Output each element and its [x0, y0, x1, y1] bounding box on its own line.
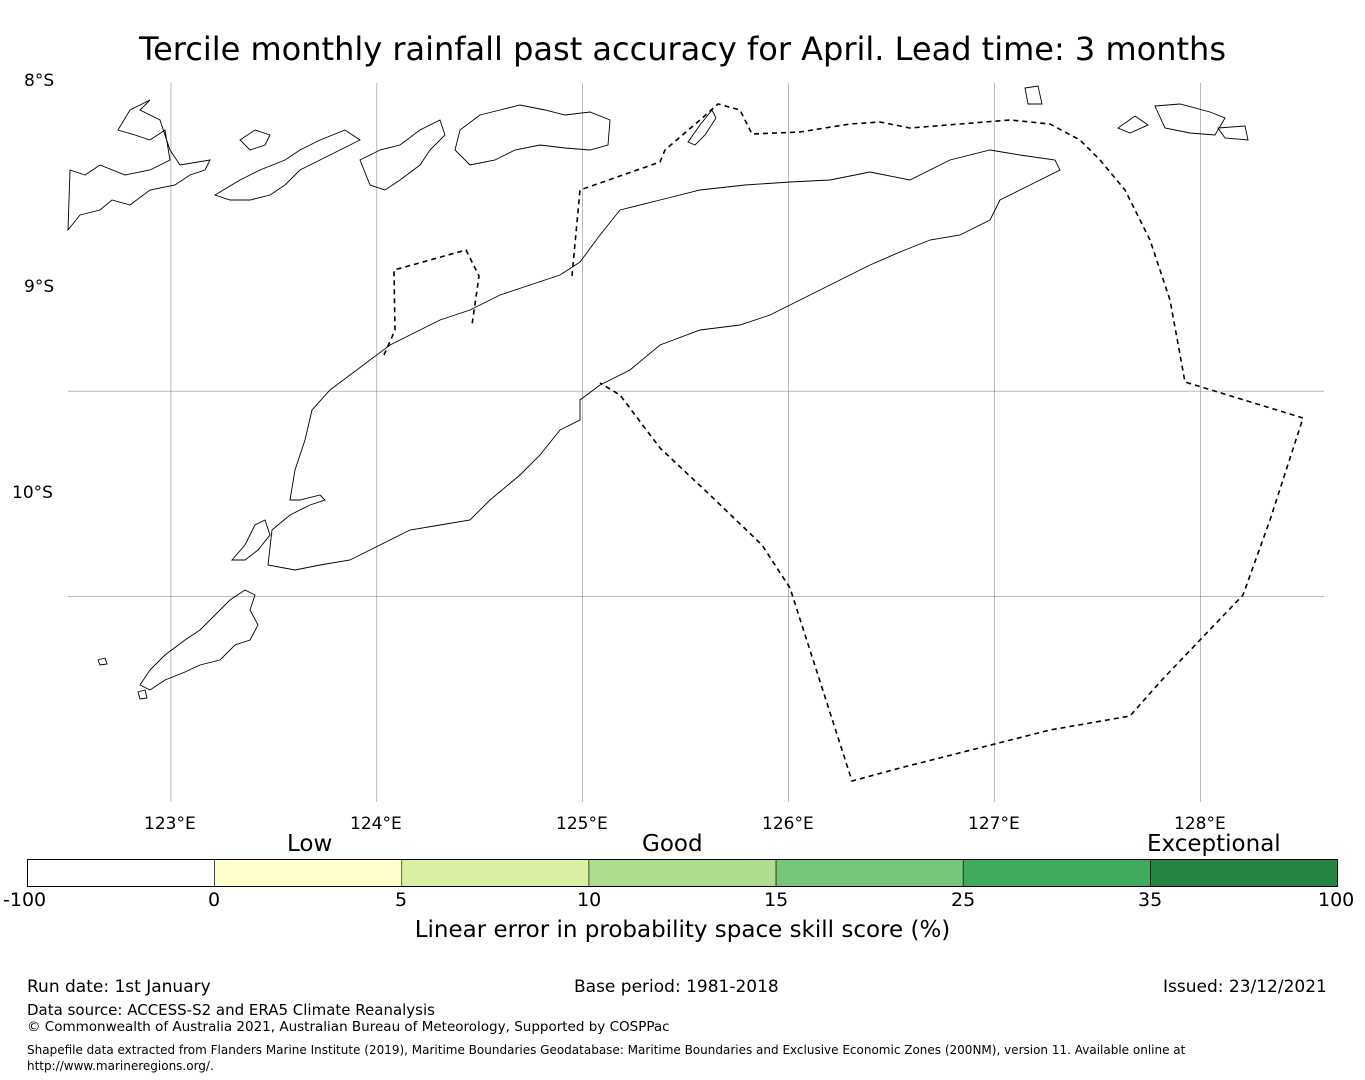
coastline: [67, 85, 1249, 700]
flores-coast: [67, 99, 211, 232]
kisar-leti-coast: [1117, 103, 1249, 141]
islet-coast: [1024, 85, 1043, 105]
tick-neg100: -100: [3, 889, 47, 911]
colorbar-segment: [962, 859, 1151, 887]
colorbar-segment: [27, 859, 215, 887]
rote-coast: [139, 589, 259, 691]
data-source: Data source: ACCESS-S2 and ERA5 Climate …: [27, 1001, 435, 1019]
copyright: © Commonwealth of Australia 2021, Austra…: [27, 1019, 670, 1035]
eez-line-east: [571, 103, 1305, 782]
graticule: [68, 83, 1324, 802]
colorbar-label: Linear error in probability space skill …: [414, 917, 951, 943]
category-low: Low: [287, 831, 333, 857]
tick-10: 10: [577, 889, 602, 911]
chart-title: Tercile monthly rainfall past accuracy f…: [139, 30, 1226, 68]
tick-25: 25: [951, 889, 976, 911]
colorbar-frame: [27, 859, 1338, 887]
eez-line-oecusse: [383, 249, 480, 356]
run-date: Run date: 1st January: [27, 977, 211, 997]
tick-100: 100: [1318, 889, 1355, 911]
colorbar-segment: [401, 859, 590, 887]
ndao-coast: [97, 657, 148, 700]
issued-date: Issued: 23/12/2021: [1163, 977, 1327, 997]
category-exceptional: Exceptional: [1147, 831, 1281, 857]
lat-label-8s: 8°S: [24, 71, 55, 91]
lon-label-124e: 124°E: [350, 814, 402, 834]
alor-coast: [213, 129, 361, 201]
lon-label-123e: 123°E: [144, 814, 196, 834]
shapefile-url: http://www.marineregions.org/.: [27, 1059, 214, 1073]
tick-5: 5: [395, 889, 408, 911]
wetar-coast: [454, 104, 611, 166]
shapefile-credit: Shapefile data extracted from Flanders M…: [27, 1043, 1186, 1057]
lat-label-10s: 10°S: [12, 483, 53, 503]
lon-label-127e: 127°E: [968, 814, 1020, 834]
colorbar-segment: [775, 859, 964, 887]
eez-boundary: [383, 103, 1305, 782]
tick-15: 15: [764, 889, 789, 911]
timor-coast: [267, 149, 1061, 571]
colorbar-segment: [1150, 859, 1338, 887]
colorbar: [27, 859, 1338, 887]
atauro-coast: [687, 109, 717, 146]
tick-35: 35: [1138, 889, 1163, 911]
lon-label-128e: 128°E: [1174, 814, 1226, 834]
pantar-coast: [359, 119, 446, 191]
tick-0: 0: [208, 889, 221, 911]
colorbar-segment: [214, 859, 403, 887]
category-good: Good: [642, 831, 703, 857]
lat-label-9s: 9°S: [24, 277, 55, 297]
colorbar-segment: [588, 859, 777, 887]
map-panel: [67, 83, 1324, 802]
lon-label-126e: 126°E: [762, 814, 814, 834]
semau-coast: [231, 519, 271, 561]
lon-label-125e: 125°E: [556, 814, 608, 834]
base-period: Base period: 1981-2018: [574, 977, 779, 997]
